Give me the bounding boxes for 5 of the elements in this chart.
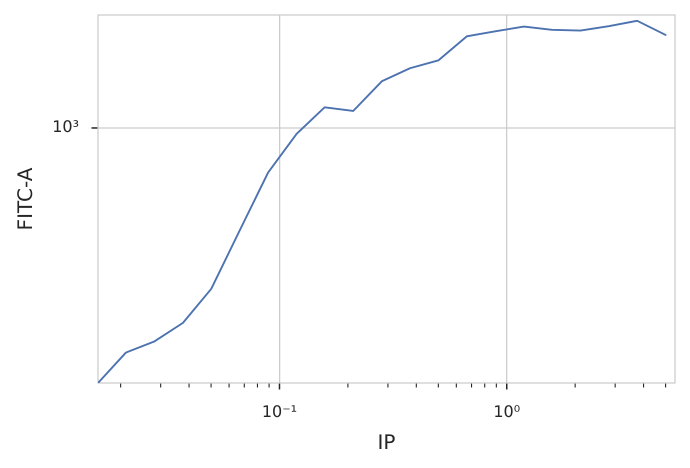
x-axis-title: IP	[378, 430, 396, 454]
y-axis-title: FITC-A	[13, 167, 38, 230]
x-tick-label: 10⁻¹	[262, 402, 298, 421]
x-tick-label: 10⁰	[493, 402, 520, 421]
text: 10³	[52, 117, 79, 136]
